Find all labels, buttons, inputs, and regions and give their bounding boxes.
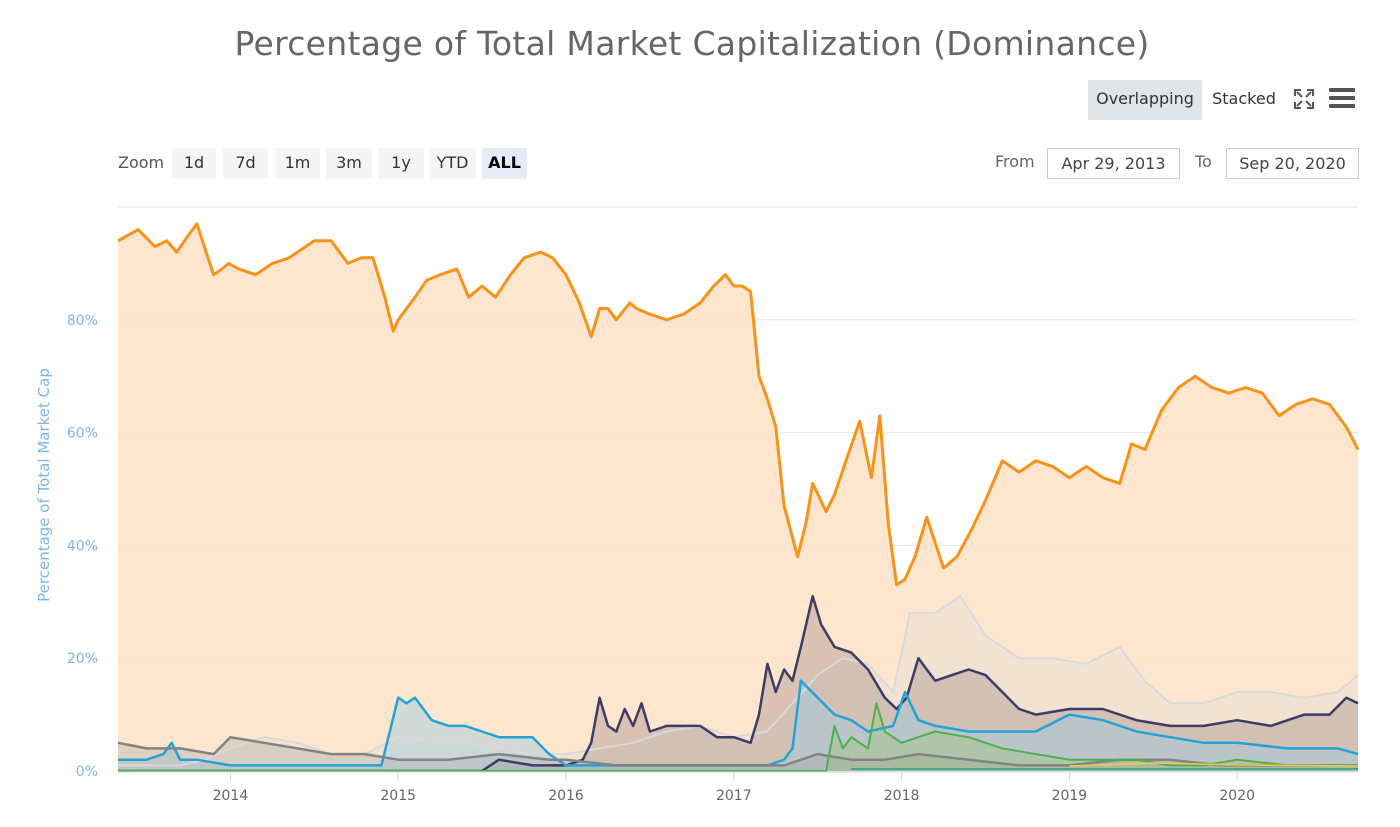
y-tick-label: 60% xyxy=(67,426,98,442)
series-area-btc xyxy=(118,223,1358,771)
x-tick-label: 2016 xyxy=(548,788,584,804)
zoom-1y-button[interactable]: 1y xyxy=(378,148,424,179)
stacked-button[interactable]: Stacked xyxy=(1212,89,1276,108)
zoom-3m-button[interactable]: 3m xyxy=(326,148,372,179)
hamburger-menu-icon[interactable] xyxy=(1329,87,1355,109)
zoom-1d-button[interactable]: 1d xyxy=(172,148,216,179)
range-from-input[interactable]: Apr 29, 2013 xyxy=(1047,148,1180,179)
series-line-eth xyxy=(118,594,1359,773)
y-tick-label: 80% xyxy=(67,313,98,329)
zoom-label: Zoom xyxy=(118,153,165,172)
series-area-eth xyxy=(118,596,1358,771)
zoom-1m-button[interactable]: 1m xyxy=(275,148,320,179)
series-area-xrp xyxy=(118,680,1358,771)
y-tick-label: 40% xyxy=(67,538,98,554)
x-tick-label: 2020 xyxy=(1219,788,1255,804)
y-tick-label: 0% xyxy=(76,764,98,780)
x-tick-label: 2014 xyxy=(213,788,249,804)
zoom-7d-button[interactable]: 7d xyxy=(223,148,268,179)
series-area-others xyxy=(118,596,1358,771)
x-tick-label: 2018 xyxy=(884,788,920,804)
series-line-btc xyxy=(117,222,1360,587)
zoom-ytd-button[interactable]: YTD xyxy=(429,148,476,179)
series-line-bch xyxy=(118,702,1358,772)
range-from-label: From xyxy=(995,152,1035,171)
x-tick-label: 2015 xyxy=(380,788,416,804)
y-axis-title: Percentage of Total Market Cap xyxy=(35,368,53,602)
zoom-all-button[interactable]: ALL xyxy=(482,148,527,179)
series-line-minor xyxy=(1069,762,1359,767)
chart-title: Percentage of Total Market Capitalizatio… xyxy=(234,24,1150,63)
range-to-label: To xyxy=(1195,152,1212,171)
x-tick-label: 2019 xyxy=(1052,788,1088,804)
y-tick-label: 20% xyxy=(67,651,98,667)
range-to-input[interactable]: Sep 20, 2020 xyxy=(1226,148,1359,179)
x-tick-label: 2017 xyxy=(716,788,752,804)
overlapping-button[interactable]: Overlapping xyxy=(1088,80,1202,120)
fullscreen-icon[interactable] xyxy=(1293,88,1315,110)
series-area-ltc xyxy=(118,737,1358,771)
